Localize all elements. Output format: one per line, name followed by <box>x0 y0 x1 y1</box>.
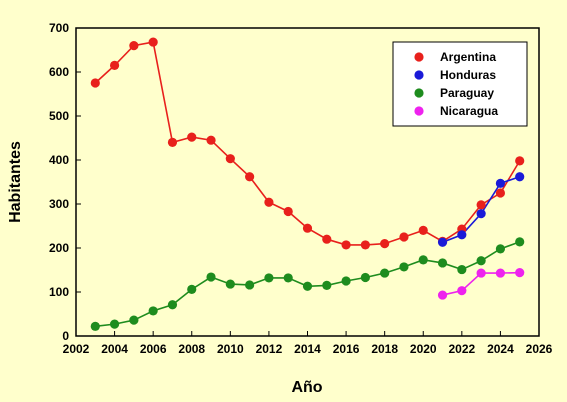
data-point-argentina <box>225 154 235 164</box>
data-point-argentina <box>167 137 178 147</box>
x-tick-label: 2002 <box>63 342 90 356</box>
x-tick-label: 2020 <box>410 342 437 356</box>
data-point-honduras <box>476 209 486 219</box>
x-tick-label: 2012 <box>256 342 283 356</box>
y-tick-label: 700 <box>49 21 69 35</box>
y-tick-label: 0 <box>62 329 69 343</box>
data-point-paraguay <box>399 262 409 272</box>
data-point-argentina <box>418 225 428 235</box>
data-point-paraguay <box>225 279 235 289</box>
data-point-paraguay <box>476 256 486 266</box>
data-point-paraguay <box>341 276 351 286</box>
data-point-honduras <box>457 230 467 240</box>
data-point-argentina <box>380 239 390 249</box>
data-point-paraguay <box>515 237 525 247</box>
x-tick-label: 2018 <box>371 342 398 356</box>
axis-ticks: 2002 2004 2006 2008 2010 2012 2014 2016 2018 2020… <box>49 21 553 356</box>
legend-label-honduras: Honduras <box>440 68 496 82</box>
data-point-paraguay <box>129 315 139 325</box>
x-tick-label: 2010 <box>217 342 244 356</box>
legend-label-nicaragua: Nicaragua <box>440 104 498 118</box>
legend-items: Argentina Honduras Paraguay Nicaragua <box>414 50 498 118</box>
y-axis-title: Habitantes <box>7 141 24 223</box>
data-point-paraguay <box>360 272 370 283</box>
data-point-paraguay <box>418 255 428 265</box>
data-point-paraguay <box>206 272 216 282</box>
y-tick-label: 400 <box>49 153 69 167</box>
y-tick-label: 500 <box>49 109 69 123</box>
data-point-argentina <box>206 135 216 145</box>
data-point-paraguay <box>109 319 120 329</box>
y-tick-label: 300 <box>49 197 69 211</box>
data-point-argentina <box>495 188 506 198</box>
data-point-argentina <box>283 206 293 217</box>
legend: Argentina Honduras Paraguay Nicaragua <box>392 41 528 127</box>
data-point-argentina <box>148 37 158 47</box>
x-tick-label: 2006 <box>140 342 167 356</box>
data-point-paraguay <box>90 321 100 331</box>
data-point-argentina <box>109 60 120 70</box>
data-point-nicaragua <box>457 286 467 296</box>
data-point-argentina <box>129 41 139 51</box>
series-points <box>90 37 525 331</box>
x-tick-label: 2016 <box>333 342 360 356</box>
x-tick-label: 2024 <box>487 342 514 356</box>
data-point-argentina <box>399 232 409 242</box>
data-point-argentina <box>515 156 525 166</box>
data-point-argentina <box>322 234 332 244</box>
y-tick-label: 100 <box>49 285 69 299</box>
x-tick-label: 2014 <box>294 342 321 356</box>
data-point-paraguay <box>322 280 332 290</box>
data-point-honduras <box>515 172 525 182</box>
x-tick-label: 2008 <box>178 342 205 356</box>
data-point-paraguay <box>380 268 390 278</box>
data-point-paraguay <box>495 244 506 254</box>
data-point-paraguay <box>167 300 178 310</box>
data-point-paraguay <box>283 273 293 283</box>
data-point-argentina <box>341 240 351 250</box>
data-point-paraguay <box>457 264 467 275</box>
data-point-paraguay <box>264 273 274 283</box>
legend-label-argentina: Argentina <box>440 50 496 64</box>
data-point-paraguay <box>437 258 448 268</box>
data-point-honduras <box>495 178 506 188</box>
data-point-honduras <box>437 237 448 247</box>
x-axis-title: Año <box>291 379 322 396</box>
data-point-argentina <box>264 197 274 207</box>
data-point-paraguay <box>245 280 255 290</box>
data-point-argentina <box>187 132 197 142</box>
data-point-argentina <box>245 172 255 182</box>
y-tick-label: 200 <box>49 241 69 255</box>
y-tick-label: 600 <box>49 65 69 79</box>
data-point-nicaragua <box>515 268 525 278</box>
data-point-argentina <box>476 200 486 210</box>
x-tick-label: 2004 <box>101 342 128 356</box>
data-point-argentina <box>302 223 313 233</box>
x-tick-label: 2026 <box>526 342 553 356</box>
legend-marker-nicaragua <box>414 106 424 116</box>
data-point-nicaragua <box>437 290 448 300</box>
legend-marker-honduras <box>414 70 424 80</box>
data-point-paraguay <box>302 281 313 291</box>
data-point-paraguay <box>148 306 158 316</box>
data-point-argentina <box>90 78 100 88</box>
x-tick-label: 2022 <box>448 342 475 356</box>
data-point-nicaragua <box>495 268 506 278</box>
legend-marker-paraguay <box>414 88 424 98</box>
legend-label-paraguay: Paraguay <box>440 86 494 100</box>
data-point-argentina <box>360 240 370 250</box>
legend-marker-argentina <box>414 52 424 62</box>
data-point-nicaragua <box>476 268 486 278</box>
data-point-paraguay <box>187 284 197 294</box>
